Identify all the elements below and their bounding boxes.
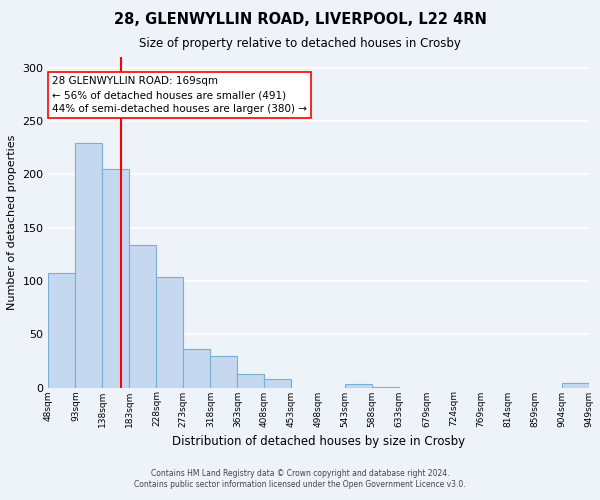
Y-axis label: Number of detached properties: Number of detached properties xyxy=(7,134,17,310)
Bar xyxy=(372,386,399,388)
Bar xyxy=(211,356,238,388)
Bar xyxy=(103,169,130,388)
Bar xyxy=(130,244,157,388)
Bar xyxy=(76,144,103,388)
Bar xyxy=(49,274,76,388)
Bar xyxy=(157,276,184,388)
Text: Contains public sector information licensed under the Open Government Licence v3: Contains public sector information licen… xyxy=(134,480,466,489)
Text: Size of property relative to detached houses in Crosby: Size of property relative to detached ho… xyxy=(139,38,461,51)
Bar xyxy=(562,384,589,388)
Bar xyxy=(238,374,264,388)
Bar xyxy=(264,379,291,388)
X-axis label: Distribution of detached houses by size in Crosby: Distribution of detached houses by size … xyxy=(172,435,465,448)
Text: Contains HM Land Registry data © Crown copyright and database right 2024.: Contains HM Land Registry data © Crown c… xyxy=(151,468,449,477)
Text: 28 GLENWYLLIN ROAD: 169sqm
← 56% of detached houses are smaller (491)
44% of sem: 28 GLENWYLLIN ROAD: 169sqm ← 56% of deta… xyxy=(52,76,307,114)
Bar xyxy=(345,384,372,388)
Text: 28, GLENWYLLIN ROAD, LIVERPOOL, L22 4RN: 28, GLENWYLLIN ROAD, LIVERPOOL, L22 4RN xyxy=(113,12,487,28)
Bar xyxy=(184,349,211,388)
